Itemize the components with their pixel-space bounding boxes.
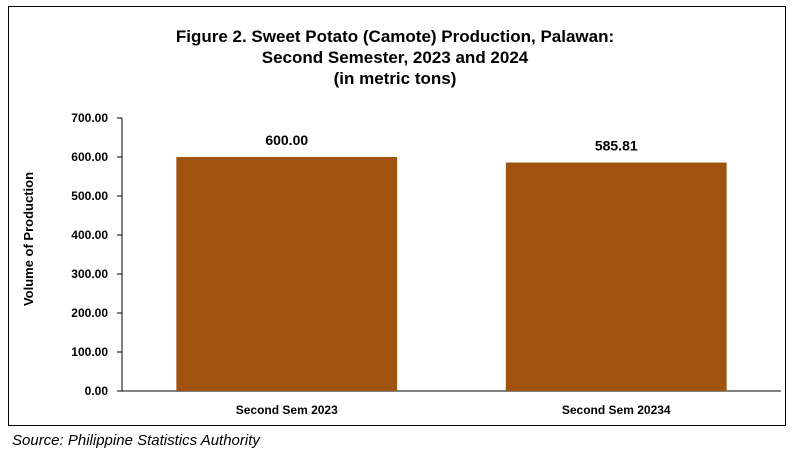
x-category-label: Second Sem 2023 xyxy=(236,403,338,417)
chart-title-line-3: (in metric tons) xyxy=(334,69,457,88)
chart-title: Figure 2. Sweet Potato (Camote) Producti… xyxy=(176,27,614,88)
bar-data-label: 585.81 xyxy=(595,138,638,154)
bars xyxy=(176,157,727,391)
bar-data-label: 600.00 xyxy=(265,132,308,148)
y-tick-label: 200.00 xyxy=(71,306,108,320)
y-tick-label: 700.00 xyxy=(71,111,108,125)
x-axis: Second Sem 2023 Second Sem 20234 xyxy=(122,390,781,417)
y-tick-label: 600.00 xyxy=(71,150,108,164)
bar xyxy=(176,157,398,391)
y-axis: 0.00 100.00 200.00 300.00 400.00 500.00 600.00… xyxy=(71,111,123,398)
x-category-label: Second Sem 20234 xyxy=(562,403,671,417)
chart-frame xyxy=(8,6,786,426)
bar xyxy=(505,162,727,391)
y-tick-label: 0.00 xyxy=(85,384,109,398)
y-tick-label: 300.00 xyxy=(71,267,108,281)
y-tick-label: 100.00 xyxy=(71,345,108,359)
chart-title-line-1: Figure 2. Sweet Potato (Camote) Producti… xyxy=(176,27,614,46)
data-labels: 600.00 585.81 xyxy=(265,132,638,154)
y-tick-label: 400.00 xyxy=(71,228,108,242)
y-axis-title: Volume of Production xyxy=(21,172,36,306)
y-tick-label: 500.00 xyxy=(71,189,108,203)
chart-title-line-2: Second Semester, 2023 and 2024 xyxy=(262,48,529,67)
bar-chart: Figure 2. Sweet Potato (Camote) Producti… xyxy=(21,27,781,417)
source-note: Source: Philippine Statistics Authority xyxy=(12,432,260,449)
